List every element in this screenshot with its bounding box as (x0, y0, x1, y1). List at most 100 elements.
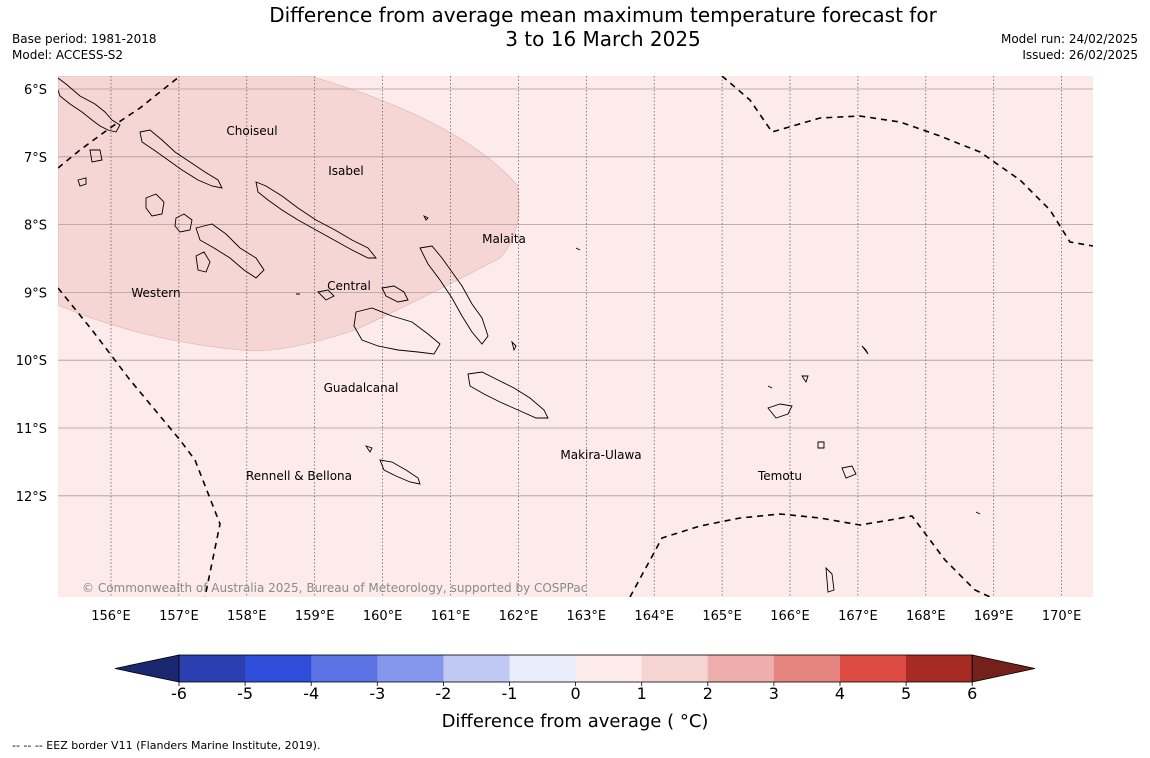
colorbar-cell (773, 655, 841, 682)
colorbar-cell (377, 655, 444, 682)
longitude-label: 165°E (702, 609, 742, 624)
colorbar-tick-label: -4 (303, 684, 319, 703)
colorbar-tick-label: -2 (435, 684, 451, 703)
region-labels: Choiseul Isabel Malaita Western Central Guada… (131, 124, 802, 483)
longitude-labels: 156°E 157°E 158°E 159°E 160°E 161°E 162°E 163°E… (91, 609, 1081, 624)
latitude-label: 11°S (16, 422, 47, 437)
issued-date: Issued: 26/02/2025 (1022, 48, 1138, 62)
latitude-label: 12°S (16, 490, 47, 505)
colorbar-tick-label: 0 (571, 684, 581, 703)
island-anuta (801, 375, 809, 384)
region-label: Makira-Ulawa (560, 448, 641, 462)
colorbar-tick-label: 2 (703, 684, 713, 703)
island-smallB (975, 511, 981, 515)
island-duff (861, 345, 869, 355)
colorbar-cell (840, 655, 907, 682)
colorbar-tick-label: -6 (171, 684, 187, 703)
colorbar-cell (906, 655, 973, 682)
colorbar-tick-label: -1 (502, 684, 518, 703)
colorbar-cell (509, 655, 577, 682)
colorbar: -6 -5 -4 -3 -2 -1 0 1 2 3 4 5 6 (114, 654, 1036, 703)
map-title: Difference from average mean maximum tem… (0, 3, 1150, 51)
island-bellona (364, 445, 373, 453)
colorbar-cell (641, 655, 709, 682)
latitude-label: 8°S (24, 219, 47, 234)
colorbar-cell (575, 655, 643, 682)
colorbar-tick-label: 3 (769, 684, 779, 703)
longitude-label: 164°E (634, 609, 674, 624)
island-ontong (575, 247, 581, 251)
colorbar-cell (245, 655, 312, 682)
longitude-label: 168°E (906, 609, 946, 624)
island-tinakula (817, 441, 825, 449)
latitude-label: 10°S (16, 354, 47, 369)
eez-southwest (58, 287, 221, 597)
colorbar-cell (179, 655, 246, 682)
island-guadalcanal (353, 307, 441, 355)
island-rennell (379, 459, 421, 485)
region-label: Western (131, 286, 180, 300)
title-line-1: Difference from average mean maximum tem… (269, 3, 937, 27)
island-russell (317, 289, 335, 301)
model-run: Model run: 24/02/2025 (1000, 32, 1138, 46)
eez-borders (58, 76, 1093, 597)
island-malaita (419, 245, 489, 345)
island-vella (145, 193, 165, 217)
region-label: Isabel (328, 164, 363, 178)
island-new-georgia-1 (174, 213, 193, 233)
latitude-label: 9°S (24, 286, 47, 301)
island-smallA (422, 214, 429, 221)
latitude-label: 6°S (24, 83, 47, 98)
longitude-label: 160°E (363, 609, 403, 624)
model-name: Model: ACCESS-S2 (12, 48, 124, 62)
longitude-label: 169°E (974, 609, 1014, 624)
latitude-label: 7°S (24, 151, 47, 166)
colorbar-cell (443, 655, 510, 682)
eez-legend: -- -- -- EEZ border V11 (Flanders Marine… (12, 739, 321, 752)
island-florida (381, 285, 409, 303)
eez-south (629, 513, 991, 597)
island-new-georgia-2 (195, 223, 265, 279)
island-treasury (89, 149, 103, 163)
region-label: Guadalcanal (324, 381, 399, 395)
colorbar-tick-label: 4 (835, 684, 845, 703)
longitude-gridlines (110, 76, 1062, 597)
region-label: Malaita (482, 232, 526, 246)
island-ulawa (511, 340, 517, 352)
copyright-notice: © Commonwealth of Australia 2025, Bureau… (82, 581, 587, 595)
latitude-gridlines (58, 88, 1093, 497)
latitude-labels: 6°S 7°S 8°S 9°S 10°S 11°S 12°S (16, 83, 47, 505)
island-bougainville (58, 77, 121, 133)
longitude-label: 162°E (499, 609, 539, 624)
longitude-label: 163°E (567, 609, 607, 624)
colorbar-cell (707, 655, 775, 682)
colorbar-low-extend (114, 654, 180, 683)
colorbar-tick-label: 1 (637, 684, 647, 703)
region-label: Rennell & Bellona (246, 469, 352, 483)
colorbar-tick-label: 6 (967, 684, 977, 703)
island-santa-cruz (767, 403, 793, 419)
colorbar-tick-label: -5 (237, 684, 253, 703)
island-shortland (77, 177, 87, 187)
eez-east (721, 76, 1093, 247)
title-line-2: 3 to 16 March 2025 (505, 27, 701, 51)
longitude-label: 170°E (1042, 609, 1082, 624)
island-smallD (767, 385, 773, 389)
islands (58, 77, 981, 593)
longitude-label: 166°E (770, 609, 810, 624)
colorbar-tick-label: -3 (369, 684, 385, 703)
longitude-label: 161°E (431, 609, 471, 624)
meta-right: Model run: 24/02/2025 Issued: 26/02/2025 (1001, 31, 1138, 63)
colorbar-high-extend (971, 654, 1036, 683)
warm-anomaly-zone (58, 76, 520, 352)
island-makira (467, 371, 549, 419)
longitude-label: 158°E (227, 609, 267, 624)
region-label: Choiseul (226, 124, 277, 138)
colorbar-title: Difference from average ( °C) (442, 711, 709, 732)
base-period: Base period: 1981-2018 (12, 32, 157, 46)
region-label: Central (327, 279, 371, 293)
longitude-label: 167°E (838, 609, 878, 624)
region-label: Temotu (757, 469, 802, 483)
island-isabel (255, 181, 377, 259)
